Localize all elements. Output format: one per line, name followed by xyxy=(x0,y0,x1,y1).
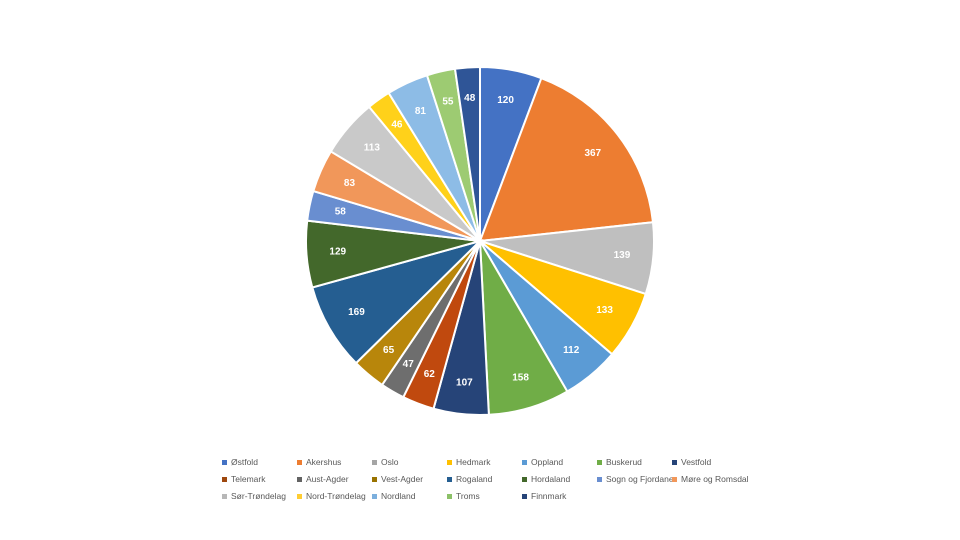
data-label-rogaland: 169 xyxy=(348,307,365,318)
legend-label: Vestfold xyxy=(681,457,712,467)
data-label-ostfold: 120 xyxy=(497,95,514,106)
legend-swatch xyxy=(522,459,527,465)
legend-label: Møre og Romsdal xyxy=(681,474,749,484)
legend-swatch xyxy=(222,459,227,465)
data-label-aust-agder: 47 xyxy=(403,359,415,370)
legend-swatch xyxy=(672,459,677,465)
pie-chart-canvas: 120 367 139 133 112 158 107 62 47 65 169 129 58 83 113… xyxy=(305,65,655,416)
legend-swatch xyxy=(447,493,452,499)
legend-item-nordland: Nordland xyxy=(372,489,447,503)
legend-label: Nordland xyxy=(381,491,416,501)
legend-item-hedmark: Hedmark xyxy=(447,455,522,469)
legend-item-ostfold: Østfold xyxy=(222,455,297,469)
legend-swatch xyxy=(222,493,227,499)
legend-item-vest-agder: Vest-Agder xyxy=(372,472,447,486)
legend-item-buskerud: Buskerud xyxy=(597,455,672,469)
data-label-hordaland: 129 xyxy=(329,246,346,257)
legend-item-hordaland: Hordaland xyxy=(522,472,597,486)
data-label-vest-agder: 65 xyxy=(383,345,395,356)
legend-swatch xyxy=(372,493,377,499)
legend-swatch xyxy=(372,459,377,465)
legend-swatch xyxy=(222,476,227,482)
data-label-akershus: 367 xyxy=(584,148,601,159)
legend-item-telemark: Telemark xyxy=(222,472,297,486)
legend-label: Finnmark xyxy=(531,491,567,501)
legend-label: Vest-Agder xyxy=(381,474,424,484)
legend-label: Troms xyxy=(456,491,480,501)
legend-label: Oslo xyxy=(381,457,399,467)
data-label-sogn-og-fjordane: 58 xyxy=(335,207,347,218)
legend-label: Hordaland xyxy=(531,474,571,484)
pie-slice-rogaland xyxy=(311,239,484,365)
legend-item-sogn-og-fjordane: Sogn og Fjordane xyxy=(597,472,674,486)
data-label-hedmark: 133 xyxy=(596,305,613,316)
legend-swatch xyxy=(372,476,377,482)
legend-swatch xyxy=(297,493,302,499)
legend-swatch xyxy=(447,476,452,482)
legend-label: Østfold xyxy=(231,457,258,467)
chart-legend: Østfold Akershus Oslo Hedmark Oppland Buskeru… xyxy=(222,455,782,503)
legend-label: Sogn og Fjordane xyxy=(606,474,674,484)
legend-label: Akershus xyxy=(306,457,342,467)
data-label-oppland: 112 xyxy=(563,345,580,356)
legend-label: Hedmark xyxy=(456,457,491,467)
legend-item-troms: Troms xyxy=(447,489,522,503)
legend-label: Nord-Trøndelag xyxy=(306,491,366,501)
legend-item-aust-agder: Aust-Agder xyxy=(297,472,372,486)
legend-swatch xyxy=(297,476,302,482)
legend-label: Aust-Agder xyxy=(306,474,349,484)
legend-item-akershus: Akershus xyxy=(297,455,372,469)
data-label-sor-trondelag: 113 xyxy=(364,142,381,153)
legend-item-oslo: Oslo xyxy=(372,455,447,469)
legend-label: Oppland xyxy=(531,457,564,467)
data-label-telemark: 62 xyxy=(424,369,436,380)
legend-label: Rogaland xyxy=(456,474,493,484)
data-label-oslo: 139 xyxy=(614,250,631,261)
legend-swatch xyxy=(672,476,677,482)
data-label-finnmark: 48 xyxy=(464,93,476,104)
legend-label: Buskerud xyxy=(606,457,642,467)
legend-swatch xyxy=(447,459,452,465)
legend-item-vestfold: Vestfold xyxy=(672,455,747,469)
legend-swatch xyxy=(522,493,527,499)
data-label-nord-trondelag: 46 xyxy=(391,120,403,131)
data-label-troms: 55 xyxy=(442,96,454,107)
pie-slice-akershus xyxy=(478,76,655,243)
legend-swatch xyxy=(597,459,602,465)
legend-swatch xyxy=(597,476,602,482)
legend-label: Sør-Trøndelag xyxy=(231,491,286,501)
legend-item-oppland: Oppland xyxy=(522,455,597,469)
data-label-more-og-romsdal: 83 xyxy=(344,178,356,189)
data-label-vestfold: 107 xyxy=(456,377,473,388)
legend-item-finnmark: Finnmark xyxy=(522,489,597,503)
legend-item-more-og-romsdal: Møre og Romsdal xyxy=(672,472,749,486)
legend-label: Telemark xyxy=(231,474,266,484)
legend-item-sor-trondelag: Sør-Trøndelag xyxy=(222,489,297,503)
legend-swatch xyxy=(522,476,527,482)
data-label-buskerud: 158 xyxy=(512,372,529,383)
legend-item-nord-trondelag: Nord-Trøndelag xyxy=(297,489,372,503)
legend-item-rogaland: Rogaland xyxy=(447,472,522,486)
pie-slice-finnmark xyxy=(453,65,481,242)
data-label-nordland: 81 xyxy=(415,106,427,117)
legend-swatch xyxy=(297,459,302,465)
